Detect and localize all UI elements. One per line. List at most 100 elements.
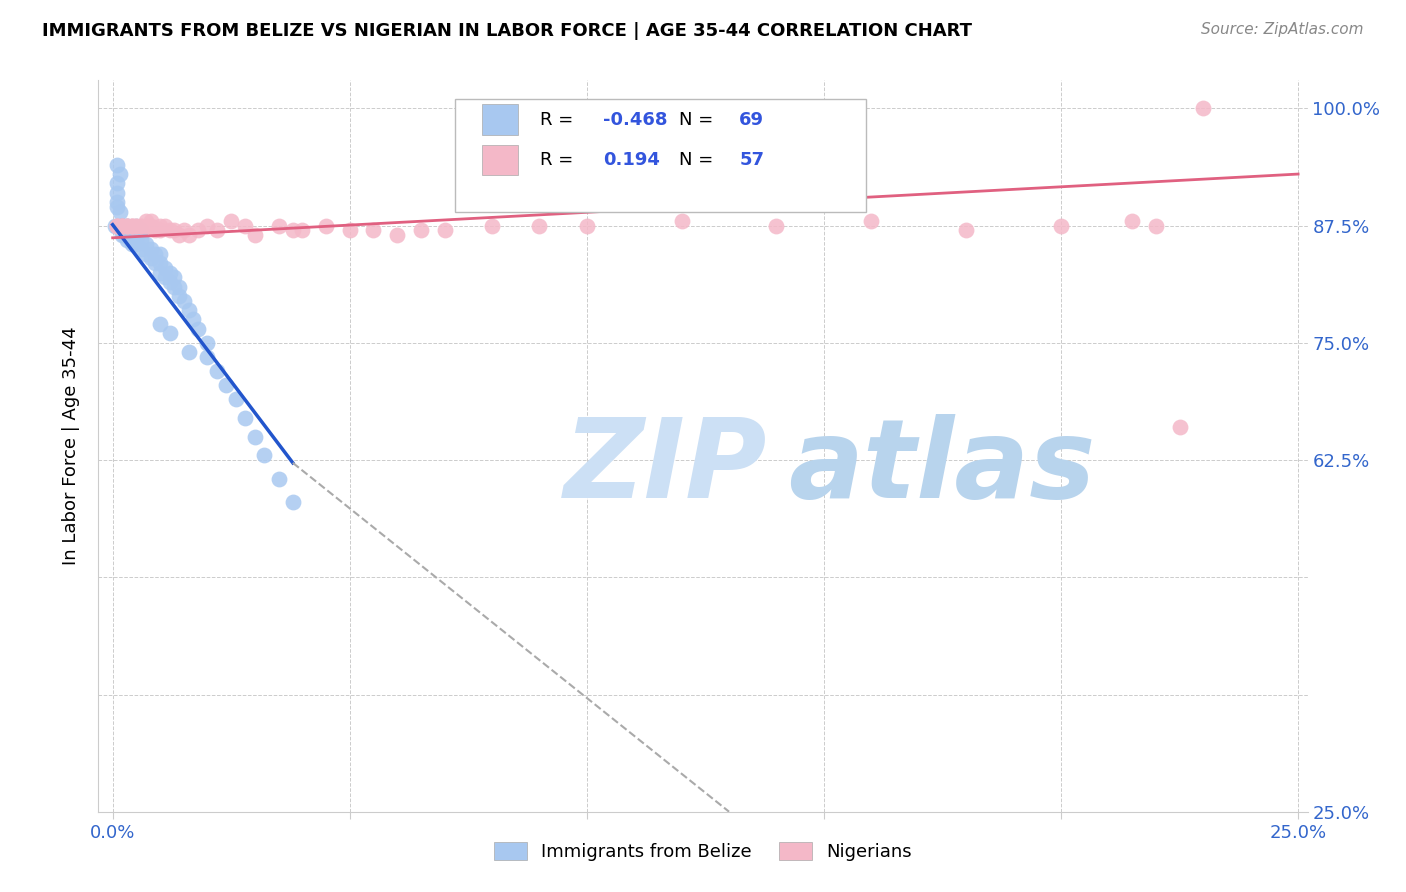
Point [111,219,134,233]
Point [281,223,304,237]
Point [115,219,138,233]
Point [139,242,162,256]
Point [111,219,134,233]
Point [163,270,186,285]
Point [167,227,190,242]
Point [125,219,148,233]
Point [955,223,977,237]
Point [149,266,172,280]
FancyBboxPatch shape [456,99,866,212]
FancyBboxPatch shape [482,104,517,136]
Point [111,219,134,233]
Point [149,256,172,270]
Point [159,266,181,280]
Text: R =: R = [540,111,574,128]
Point [115,219,138,233]
Text: -0.468: -0.468 [603,111,666,128]
Point [115,227,138,242]
Point [235,410,257,425]
Text: 69: 69 [740,111,765,128]
Point [111,219,134,233]
Point [105,219,128,233]
Point [153,219,176,233]
Point [267,219,290,233]
Point [129,233,152,247]
Point [177,345,200,359]
Point [129,223,152,237]
Text: N =: N = [679,151,713,169]
Point [385,227,408,242]
Point [121,227,143,242]
Point [575,219,598,233]
Point [105,195,128,210]
Point [104,219,127,233]
Point [1121,214,1143,228]
Point [135,237,157,252]
Point [291,223,314,237]
Point [187,322,209,336]
Point [129,219,152,233]
Point [197,350,219,364]
Point [1144,219,1167,233]
Point [167,289,190,303]
Point [114,223,136,237]
Point [135,219,157,233]
Point [153,260,176,275]
Point [315,219,337,233]
Point [197,219,219,233]
Point [105,158,128,172]
Point [105,177,128,191]
Text: 57: 57 [740,151,765,169]
Point [177,227,200,242]
Point [225,392,247,406]
Point [267,472,290,486]
Point [281,495,304,509]
Point [235,219,257,233]
Point [205,223,228,237]
Point [115,233,138,247]
Point [108,167,131,181]
Point [243,227,266,242]
Point [205,364,228,378]
Point [149,219,172,233]
Point [121,237,143,252]
Point [114,227,136,242]
Point [121,219,143,233]
Point [159,223,181,237]
Point [125,237,148,252]
FancyBboxPatch shape [482,145,517,176]
Point [115,219,138,233]
Point [153,270,176,285]
Text: ZIP: ZIP [564,415,768,522]
Point [108,204,131,219]
Point [1050,219,1073,233]
Point [125,223,148,237]
Point [143,223,166,237]
Point [197,335,219,350]
Point [253,449,276,463]
Text: Source: ZipAtlas.com: Source: ZipAtlas.com [1201,22,1364,37]
Text: N =: N = [679,111,713,128]
Point [860,214,883,228]
Point [139,214,162,228]
Point [219,214,242,228]
Point [139,219,162,233]
Point [143,246,166,260]
Point [111,227,134,242]
Point [111,219,134,233]
Point [173,293,195,308]
Point [105,186,128,200]
Point [115,227,138,242]
Point [125,219,148,233]
Point [149,246,172,260]
Point [433,223,456,237]
Point [111,223,134,237]
Point [115,219,138,233]
Point [1192,102,1215,116]
Point [121,223,143,237]
Point [105,200,128,214]
Point [481,219,503,233]
Point [125,233,148,247]
Point [105,219,128,233]
Text: R =: R = [540,151,574,169]
